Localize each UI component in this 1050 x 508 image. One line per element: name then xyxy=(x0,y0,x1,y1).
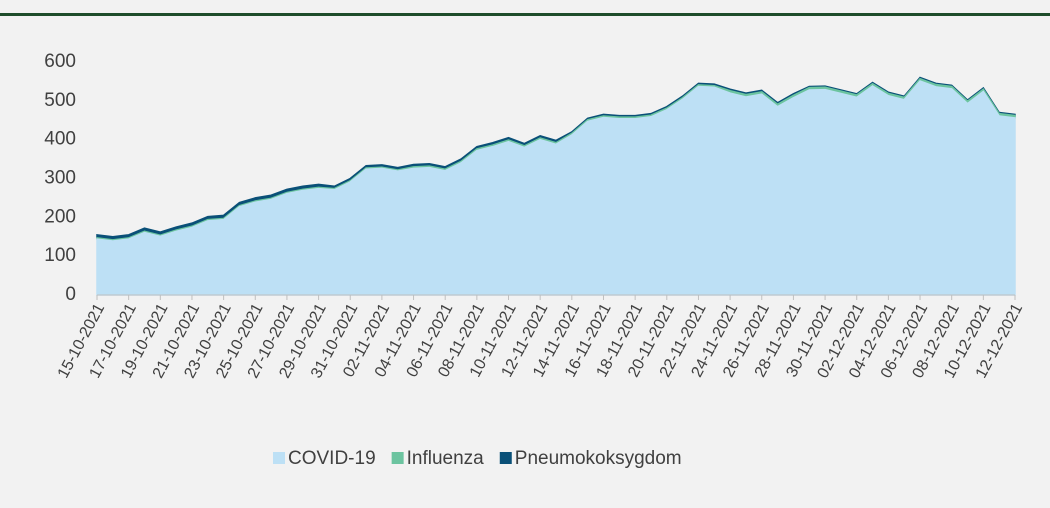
legend-label: Influenza xyxy=(407,448,485,469)
y-tick-label: 200 xyxy=(44,206,76,227)
legend-swatch xyxy=(391,452,404,464)
header-rule xyxy=(0,13,1050,16)
legend-swatch xyxy=(499,452,512,464)
legend-label: COVID-19 xyxy=(288,448,376,469)
y-tick-label: 500 xyxy=(44,90,76,111)
area xyxy=(96,80,1016,296)
legend-label: Pneumokoksygdom xyxy=(515,448,682,469)
y-tick-label: 300 xyxy=(44,168,76,189)
y-tick-label: 100 xyxy=(44,245,76,266)
y-tick-label: 0 xyxy=(65,284,76,305)
legend-swatch xyxy=(273,452,285,464)
y-tick-label: 600 xyxy=(44,51,76,72)
y-tick-label: 400 xyxy=(44,129,76,150)
legend: COVID-19 Influenza Pneumokoksygdom xyxy=(273,448,682,469)
